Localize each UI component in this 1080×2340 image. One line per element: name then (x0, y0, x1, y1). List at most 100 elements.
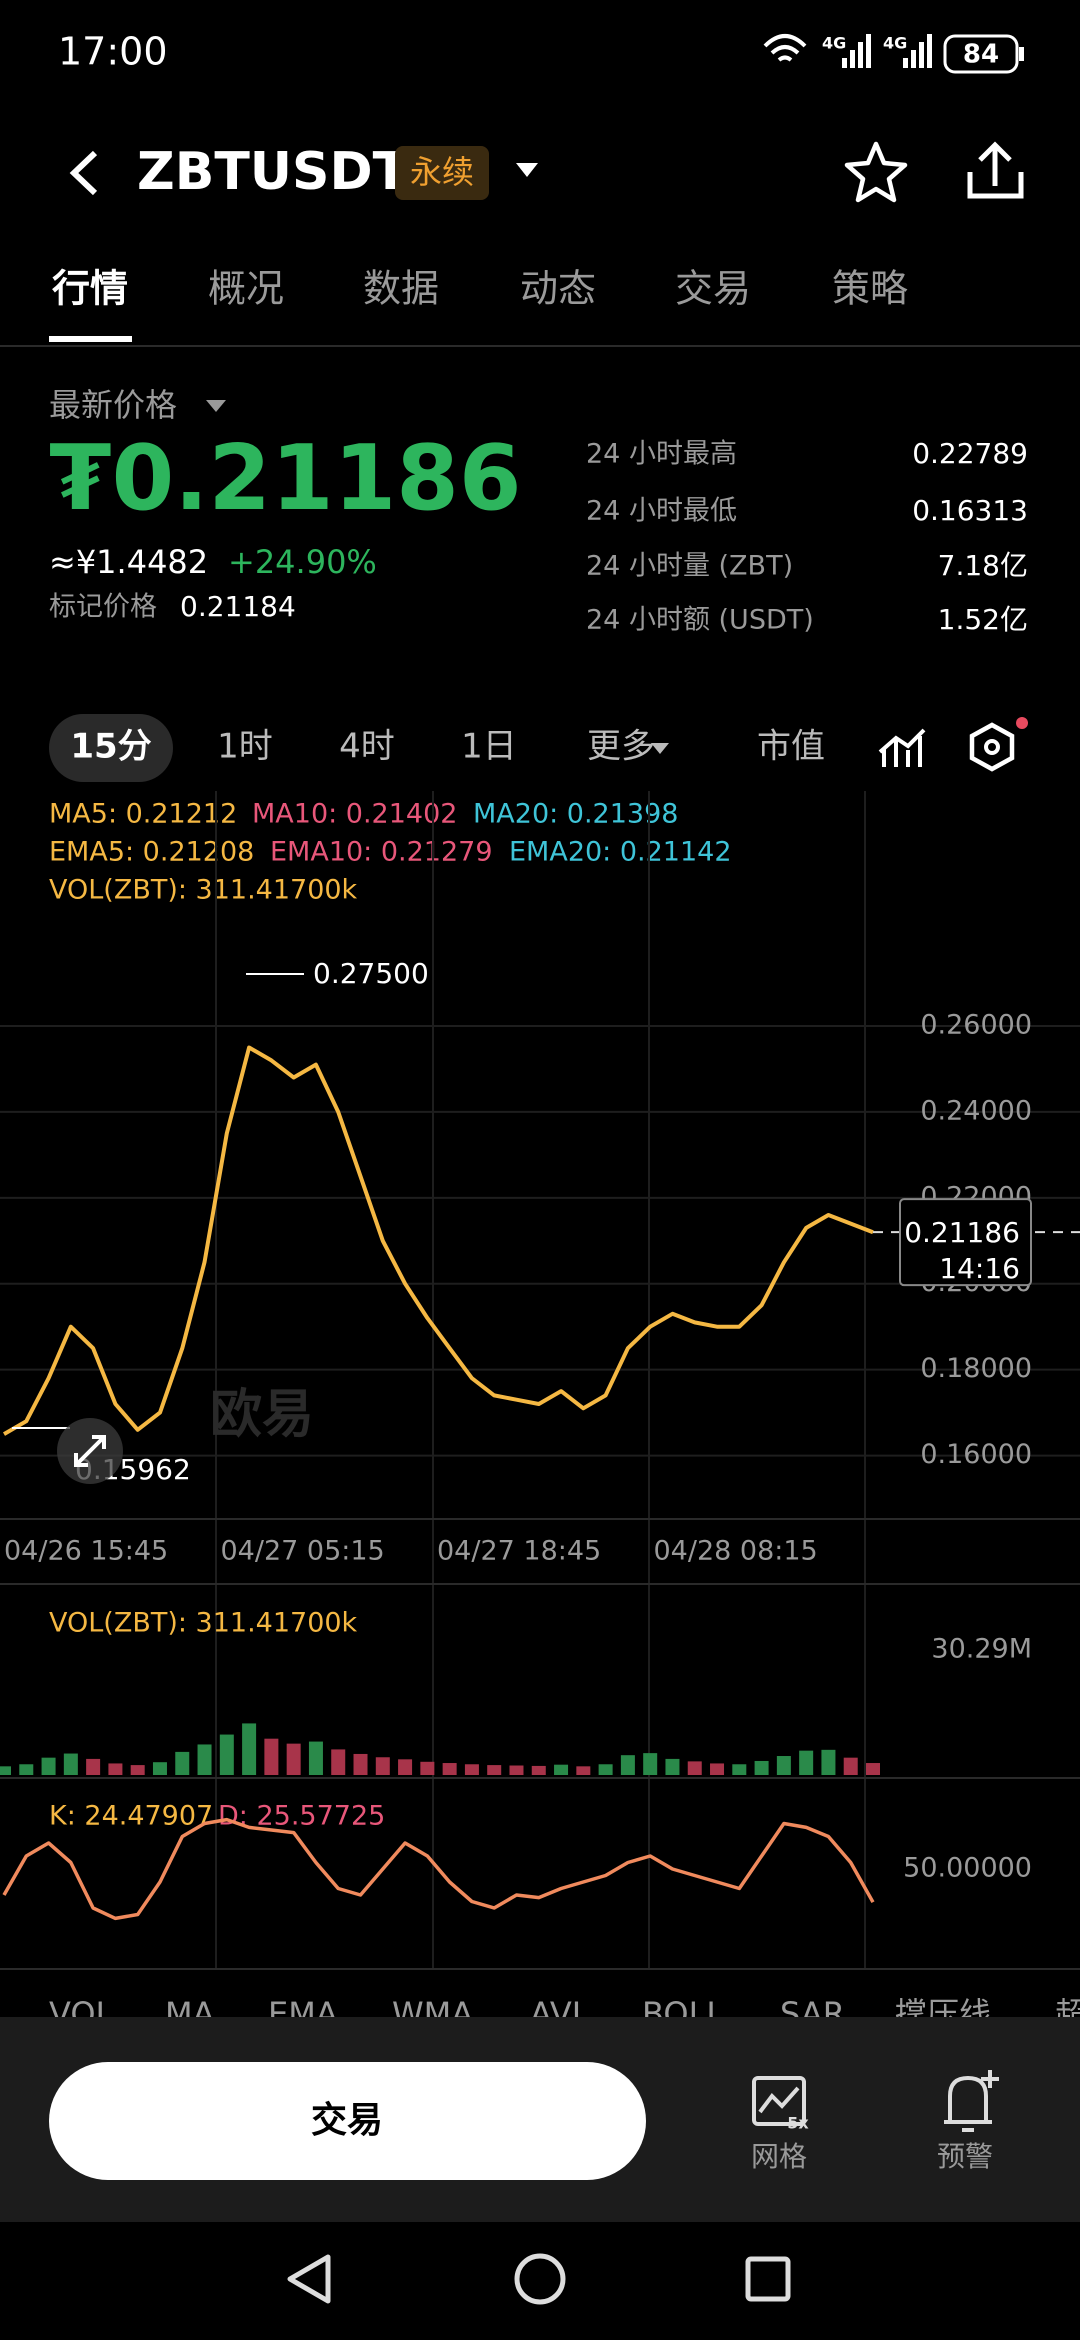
volume-bar (0, 1766, 11, 1775)
grid-icon-line (758, 2086, 800, 2114)
volume-bar (821, 1749, 836, 1775)
symbol-dropdown[interactable] (516, 163, 538, 177)
last-price: ₮0.21186 (49, 426, 522, 531)
tab-indicator (49, 336, 132, 342)
grid-icon[interactable] (752, 2076, 806, 2126)
y-tick-label: 0.24000 (920, 1095, 1032, 1126)
contract-badge: 永续 (410, 153, 474, 191)
nav-recents[interactable] (745, 2256, 791, 2302)
alert-icon[interactable] (944, 2075, 992, 2132)
interval-tab[interactable]: 市值 (757, 727, 825, 767)
volume-bar (308, 1741, 323, 1775)
volume-bar (487, 1765, 502, 1775)
nav-home[interactable] (514, 2253, 566, 2305)
price-dropdown[interactable] (206, 400, 226, 412)
volume-bar (554, 1764, 569, 1775)
x-tick-label: 04/28 08:15 (654, 1536, 818, 1567)
volume-bar (754, 1760, 769, 1775)
divider (0, 345, 1080, 347)
grid-badge: 5x (787, 2114, 809, 2133)
interval-tab[interactable]: 1时 (217, 727, 273, 767)
volume-bar (331, 1749, 346, 1775)
current-price-label: 0.21186 (904, 1216, 1020, 1249)
drawing-tool-button[interactable] (878, 728, 926, 767)
volume-bar (464, 1764, 479, 1775)
nav-back[interactable] (287, 2254, 331, 2304)
volume-bar (130, 1765, 145, 1775)
status-time: 17:00 (58, 30, 168, 74)
more-dropdown[interactable] (651, 743, 669, 754)
settings-button[interactable] (969, 722, 1015, 772)
k-label: K: 24.47907 (49, 1801, 213, 1832)
symbol-title: ZBTUSDT (137, 142, 409, 202)
alert-plus (981, 2070, 999, 2088)
y-tick-label: 0.26000 (920, 1009, 1032, 1040)
volume-bar (242, 1723, 257, 1775)
divider (0, 1583, 1080, 1585)
stat-label: 24 小时最低 (586, 496, 737, 527)
volume-bar (732, 1764, 747, 1775)
volume-bar (620, 1755, 635, 1775)
volume-bar (576, 1766, 591, 1775)
ma10-label: MA10: 0.21402 (252, 799, 457, 830)
favorite-button[interactable] (844, 141, 908, 203)
back-button[interactable] (69, 150, 98, 196)
ema5-label: EMA5: 0.21208 (49, 837, 254, 868)
volume-bar (509, 1765, 524, 1775)
stat-value: 7.18亿 (938, 549, 1028, 582)
tab[interactable]: 数据 (363, 267, 439, 311)
tab[interactable]: 行情 (52, 267, 128, 311)
alert-label[interactable]: 预警 (937, 2140, 993, 2173)
watermark: 欧易 (210, 1385, 314, 1445)
price-line (2, 1817, 875, 1921)
divider (0, 1777, 1080, 1779)
price-line (2, 1045, 874, 1436)
interval-tab[interactable]: 1日 (461, 727, 517, 767)
volume-bar (375, 1757, 390, 1775)
divider (0, 1518, 1080, 1520)
trade-button[interactable] (49, 2062, 646, 2180)
network-label: 4G (822, 34, 846, 53)
price-change: +24.90% (228, 543, 377, 581)
price-label: 最新价格 (49, 386, 177, 424)
countdown-label: 14:16 (939, 1252, 1020, 1285)
volume-bar (531, 1765, 546, 1775)
notification-dot (1016, 717, 1028, 729)
cny-price: ≈¥1.4482 (49, 543, 208, 581)
y-tick-label: 50.00000 (903, 1853, 1032, 1884)
stat-label: 24 小时额 (USDT) (586, 605, 814, 636)
interval-tab[interactable]: 4时 (339, 727, 395, 767)
volume-bar (197, 1744, 212, 1775)
interval-tab[interactable]: 更多 (587, 727, 655, 767)
volume-bar (219, 1734, 234, 1775)
share-button[interactable] (967, 141, 1024, 199)
battery-tip (1019, 47, 1024, 61)
volume-bar (665, 1758, 680, 1775)
volume-bar (63, 1753, 78, 1775)
signal-icon (842, 34, 871, 68)
stat-value: 1.52亿 (938, 603, 1028, 636)
volume-bar (19, 1764, 34, 1775)
grid-label[interactable]: 网格 (751, 2140, 807, 2173)
signal-icon (903, 34, 932, 68)
volume-bar (442, 1763, 457, 1775)
tab[interactable]: 交易 (675, 267, 751, 311)
tab[interactable]: 策略 (832, 267, 908, 311)
battery-level: 84 (963, 40, 999, 70)
volume-bar (687, 1761, 702, 1775)
vol-label: VOL(ZBT): 311.41700k (49, 875, 358, 906)
mark-label: 标记价格 (49, 592, 157, 623)
ema20-label: EMA20: 0.21142 (509, 837, 732, 868)
tab[interactable]: 动态 (520, 267, 596, 311)
volume-bar (398, 1759, 413, 1775)
volume-bar (843, 1757, 858, 1775)
interval-tab[interactable]: 15分 (70, 727, 151, 767)
volume-bar (776, 1756, 791, 1775)
tab[interactable]: 概况 (208, 267, 284, 311)
volume-bar (152, 1762, 167, 1775)
volume-bar (420, 1761, 435, 1775)
y-tick-label: 30.29M (931, 1634, 1032, 1665)
expand-icon (74, 1435, 106, 1467)
volume-bar (799, 1750, 814, 1775)
interval-selected-bg (49, 714, 173, 782)
